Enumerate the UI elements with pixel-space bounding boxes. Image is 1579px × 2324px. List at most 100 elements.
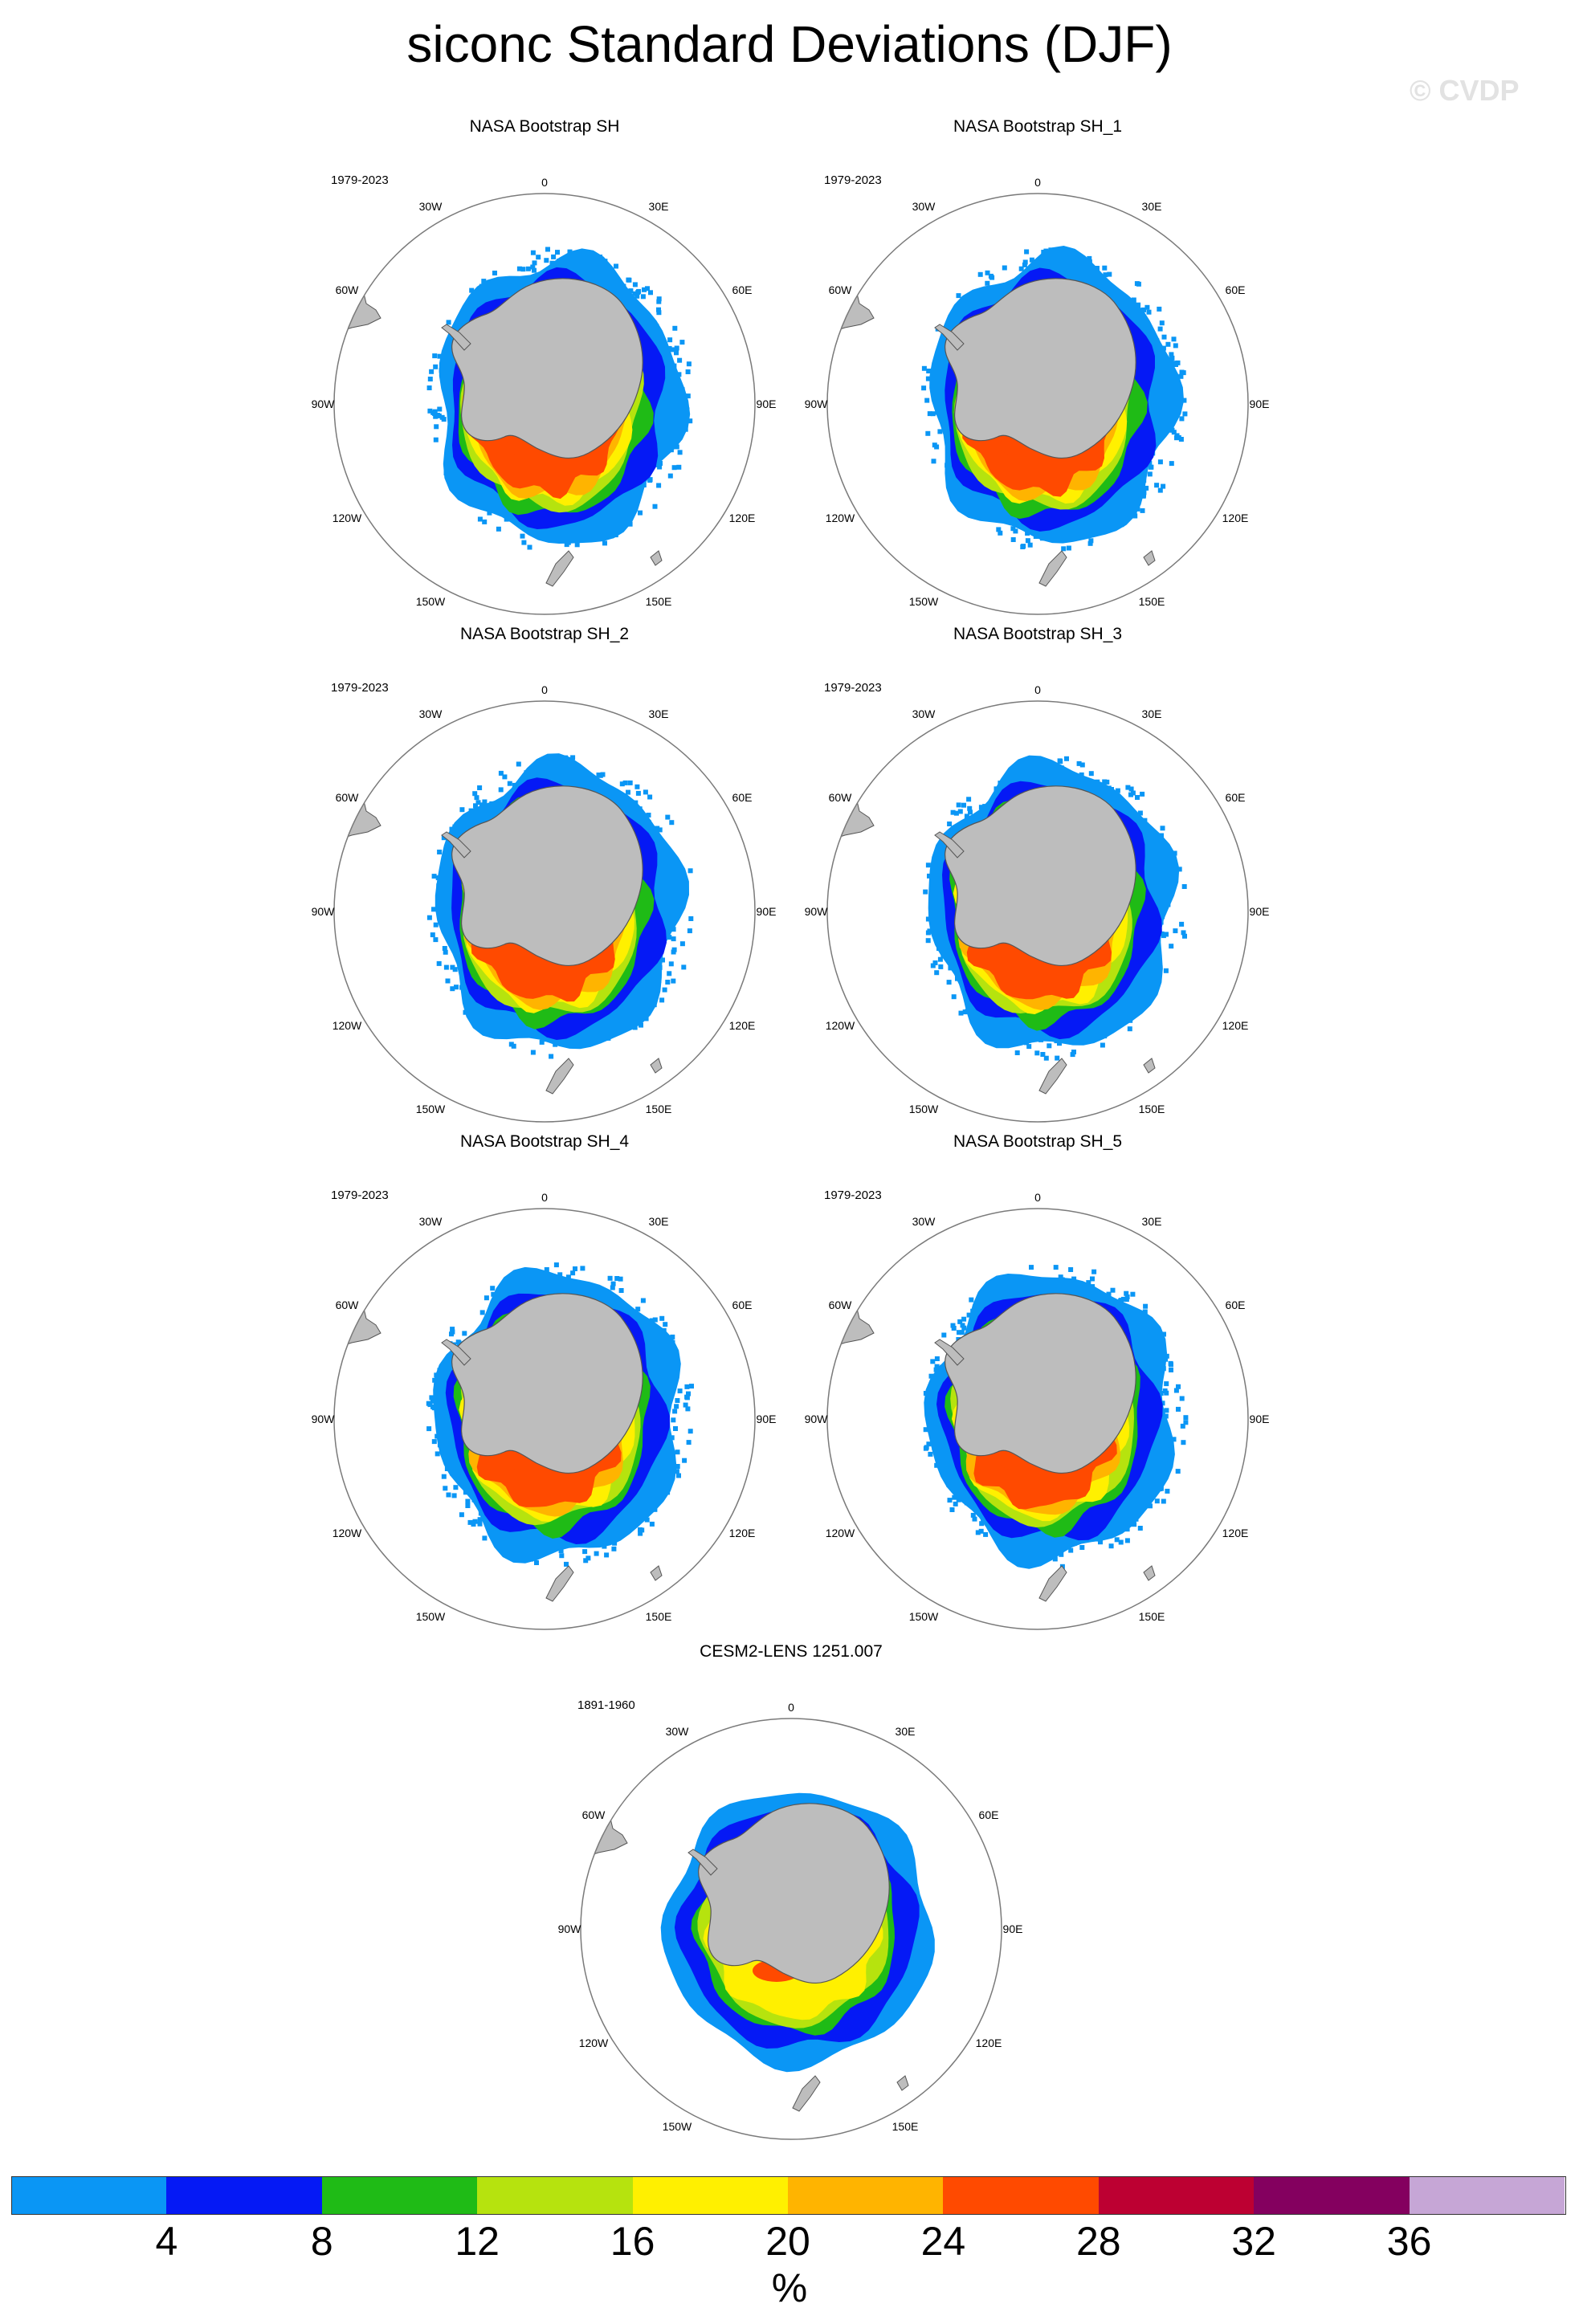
longitude-label: 0	[541, 176, 548, 189]
longitude-label: 60E	[1226, 1299, 1246, 1311]
longitude-label: 30W	[912, 200, 936, 213]
longitude-label: 60E	[979, 1808, 999, 1821]
panel-title: CESM2-LENS 1251.007	[700, 1642, 883, 1661]
sea-ice-field	[830, 1265, 1189, 1602]
longitude-label: 150E	[646, 595, 672, 608]
longitude-label: 90E	[1250, 905, 1270, 918]
polar-map: 030E60E90E120E150E180150W120W90W60W30W19…	[312, 173, 776, 615]
colorbar-tick-label: 4	[155, 2219, 178, 2264]
colorbar-tick-label: 28	[1075, 2219, 1121, 2264]
period-label: 1979-2023	[331, 1189, 389, 1202]
longitude-label: 0	[1034, 1191, 1041, 1204]
longitude-label: 150W	[909, 1610, 939, 1623]
longitude-label: 120W	[826, 1019, 855, 1032]
longitude-label: 30W	[419, 1215, 443, 1228]
new-zealand-landmass	[1038, 1058, 1067, 1095]
antarctica-landmass	[945, 785, 1136, 967]
longitude-label: 0	[1034, 683, 1041, 696]
longitude-label: 150E	[646, 1610, 672, 1623]
longitude-label: 120E	[1222, 1527, 1249, 1539]
antarctica-landmass	[945, 1293, 1136, 1474]
longitude-label: 150W	[909, 595, 939, 608]
map-panel-nasa-bootstrap-sh-2: NASA Bootstrap SH_2 030E60E90E120E150E18…	[263, 625, 826, 1123]
colorbar-tick-label: 24	[920, 2219, 966, 2264]
longitude-label: 120E	[1222, 512, 1249, 524]
polar-map: 030E60E90E120E150E180150W120W90W60W30W19…	[312, 1189, 777, 1630]
period-label: 1979-2023	[824, 681, 882, 695]
longitude-label: 60E	[732, 1299, 753, 1311]
south-america-landmass	[830, 1283, 875, 1348]
longitude-label: 120W	[333, 512, 362, 524]
longitude-label: 0	[788, 1701, 794, 1714]
longitude-label: 90E	[1250, 1413, 1270, 1425]
colorbar-tick-label: 32	[1231, 2219, 1276, 2264]
longitude-label: 150E	[1139, 1610, 1165, 1623]
longitude-label: 120E	[729, 1527, 756, 1539]
colorbar	[11, 2176, 1566, 2215]
longitude-label: 90W	[805, 398, 829, 410]
longitude-label: 90E	[757, 1413, 777, 1425]
longitude-label: 120W	[579, 2037, 609, 2049]
cvdp-watermark: © CVDP	[1410, 74, 1520, 107]
sea-ice-field	[830, 246, 1188, 587]
map-boundary-circle	[333, 1208, 756, 1630]
longitude-label: 150E	[892, 2120, 919, 2133]
longitude-label: 150W	[416, 1610, 446, 1623]
period-label: 1979-2023	[824, 1189, 882, 1202]
map-panel-nasa-bootstrap-sh: NASA Bootstrap SH 030E60E90E120E150E1801…	[263, 117, 826, 615]
longitude-label: 120E	[976, 2037, 1002, 2049]
colorbar-tick-label: 12	[455, 2219, 500, 2264]
longitude-label: 120E	[1222, 1019, 1249, 1032]
map-boundary-circle	[333, 700, 756, 1123]
map-boundary-circle	[580, 1718, 1002, 2140]
map-panel-nasa-bootstrap-sh-1: NASA Bootstrap SH_1 030E60E90E120E150E18…	[757, 117, 1319, 615]
colorbar-tick-label: 20	[765, 2219, 810, 2264]
new-zealand-landmass	[792, 2075, 821, 2112]
map-boundary-circle	[826, 1208, 1249, 1630]
longitude-label: 30E	[1142, 200, 1162, 213]
longitude-label: 90E	[1003, 1922, 1023, 1935]
panel-title: NASA Bootstrap SH	[469, 117, 620, 136]
panel-title: NASA Bootstrap SH_3	[953, 625, 1123, 643]
colorbar-tick-label: 36	[1386, 2219, 1432, 2264]
longitude-label: 30E	[649, 200, 669, 213]
longitude-label: 90W	[805, 905, 829, 918]
colorbar-segment	[1098, 2176, 1255, 2215]
longitude-label: 30E	[649, 707, 669, 720]
polar-map: 030E60E90E120E150E180150W120W90W60W30W19…	[805, 1189, 1270, 1630]
sea-ice-field	[830, 755, 1187, 1095]
longitude-label: 0	[541, 1191, 548, 1204]
longitude-label: 60W	[829, 1299, 853, 1311]
polar-map: 030E60E90E120E150E180150W120W90W60W30W19…	[805, 681, 1270, 1123]
longitude-label: 60W	[829, 283, 853, 296]
polar-map: 030E60E90E120E150E180150W120W90W60W30W19…	[312, 681, 776, 1123]
figure-title: siconc Standard Deviations (DJF)	[406, 15, 1173, 73]
panel-title: NASA Bootstrap SH_1	[953, 117, 1123, 136]
longitude-label: 60W	[336, 791, 360, 804]
panel-title: NASA Bootstrap SH_4	[459, 1132, 630, 1151]
new-zealand-landmass	[545, 1058, 574, 1095]
map-panel-nasa-bootstrap-sh-5: NASA Bootstrap SH_5 030E60E90E120E150E18…	[757, 1132, 1319, 1630]
longitude-label: 90W	[558, 1922, 582, 1935]
longitude-label: 150W	[416, 595, 446, 608]
sea-ice-field	[337, 247, 693, 587]
longitude-label: 30W	[912, 707, 936, 720]
new-zealand-landmass	[545, 550, 574, 587]
colorbar-segment	[943, 2176, 1099, 2215]
south-america-landmass	[583, 1793, 628, 1858]
longitude-label: 60E	[1226, 283, 1246, 296]
period-label: 1979-2023	[331, 681, 389, 695]
longitude-label: 150E	[1139, 1103, 1165, 1115]
longitude-label: 0	[541, 683, 548, 696]
south-america-landmass	[830, 776, 875, 841]
longitude-label: 90W	[312, 905, 336, 918]
sea-ice-field	[583, 1792, 935, 2112]
polar-map: 030E60E90E120E150E180150W120W90W60W30W18…	[558, 1698, 1023, 2140]
longitude-label: 120W	[826, 512, 855, 524]
longitude-label: 90W	[312, 1413, 336, 1425]
south-america-landmass	[337, 268, 381, 333]
longitude-label: 0	[1034, 176, 1041, 189]
colorbar-frame	[11, 2176, 1566, 2215]
map-boundary-circle	[826, 193, 1249, 615]
period-label: 1979-2023	[824, 173, 882, 187]
